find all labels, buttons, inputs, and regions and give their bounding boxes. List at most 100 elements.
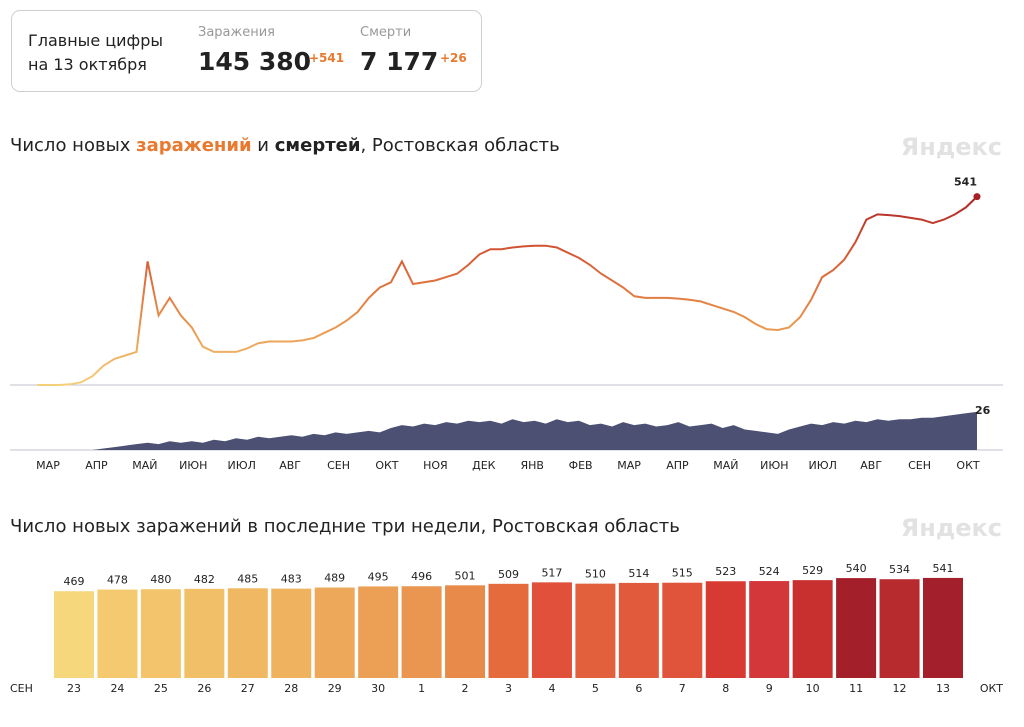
x-tick-label: АПР — [85, 459, 108, 472]
value-label: 496 — [411, 570, 432, 583]
x-tick-label: ДЕК — [472, 459, 496, 472]
cases-label: Заражения — [198, 25, 275, 40]
x-tick-label: ОКТ — [956, 459, 979, 472]
x-tick-label: 3 — [505, 682, 512, 695]
bar — [749, 581, 790, 678]
deaths-area — [37, 411, 977, 450]
edge-label: ОКТ — [980, 682, 1003, 695]
value-label: 510 — [585, 568, 606, 581]
cases-value: 145 380 — [198, 47, 312, 76]
value-label: 501 — [455, 569, 476, 582]
value-label: 478 — [107, 574, 128, 587]
x-tick-label: АВГ — [279, 459, 301, 472]
x-tick-label: 28 — [284, 682, 298, 695]
bar — [184, 588, 225, 678]
x-tick-label: ОКТ — [375, 459, 398, 472]
bar — [488, 583, 529, 678]
watermark: Яндекс — [900, 133, 1002, 161]
x-tick-label: 1 — [418, 682, 425, 695]
value-label: 495 — [368, 570, 389, 583]
bar — [792, 580, 833, 678]
x-tick-label: СЕН — [908, 459, 931, 472]
bar — [836, 578, 877, 678]
value-label: 482 — [194, 573, 215, 586]
x-tick-label: МАЙ — [713, 459, 738, 472]
x-tick-label: НОЯ — [423, 459, 448, 472]
summary-card: Главные цифры на 13 октября Заражения 14… — [11, 10, 482, 92]
x-tick-label: ИЮН — [179, 459, 207, 472]
value-label: 517 — [541, 566, 562, 579]
title-part: заражений — [136, 135, 252, 156]
bar — [314, 587, 355, 678]
x-tick-label: 25 — [154, 682, 168, 695]
value-label: 469 — [64, 575, 85, 588]
bar — [531, 582, 572, 678]
value-label: 485 — [237, 572, 258, 585]
watermark: Яндекс — [900, 514, 1002, 542]
bar — [575, 583, 616, 678]
bar — [445, 585, 486, 678]
value-label: 540 — [846, 562, 867, 575]
x-tick-label: 24 — [110, 682, 124, 695]
x-tick-label: МАЙ — [132, 459, 157, 472]
x-tick-label: СЕН — [327, 459, 350, 472]
value-label: 523 — [715, 565, 736, 578]
x-tick-label: 26 — [197, 682, 211, 695]
deaths-delta: +26 — [440, 51, 467, 65]
end-label: 541 — [954, 176, 977, 189]
value-label: 514 — [628, 567, 649, 580]
x-tick-label: 9 — [766, 682, 773, 695]
bar — [401, 586, 442, 678]
title-part: смертей — [274, 135, 361, 156]
end-dot — [973, 193, 981, 201]
value-label: 524 — [759, 565, 780, 578]
value-label: 483 — [281, 573, 302, 586]
bar — [705, 581, 746, 678]
chart-title: Число новых заражений и смертей, Ростовс… — [10, 135, 560, 156]
x-tick-label: ИЮЛ — [809, 459, 837, 472]
x-tick-label: 27 — [241, 682, 255, 695]
bar — [140, 589, 181, 678]
x-tick-label: 8 — [722, 682, 729, 695]
title-part: Число новых — [10, 135, 137, 156]
value-label: 529 — [802, 564, 823, 577]
cases-delta: +541 — [309, 51, 345, 65]
x-tick-label: ИЮЛ — [227, 459, 255, 472]
title-part: и — [251, 135, 275, 156]
value-label: 541 — [933, 562, 954, 575]
chart-title: Число новых заражений в последние три не… — [10, 516, 680, 537]
bar — [358, 586, 399, 678]
x-tick-label: 30 — [371, 682, 385, 695]
x-tick-label: АПР — [666, 459, 689, 472]
summary-title: на 13 октября — [28, 55, 147, 74]
value-label: 534 — [889, 563, 910, 576]
edge-label: СЕН — [10, 682, 33, 695]
x-tick-label: 11 — [849, 682, 863, 695]
deaths-value: 7 177 — [360, 47, 439, 76]
bar — [618, 582, 659, 678]
summary-title: Главные цифры — [28, 31, 163, 50]
deaths-label: Смерти — [360, 25, 412, 40]
x-tick-label: 12 — [893, 682, 907, 695]
bar — [54, 591, 94, 678]
x-tick-label: МАР — [36, 459, 60, 472]
x-tick-label: 23 — [67, 682, 81, 695]
x-tick-label: 2 — [462, 682, 469, 695]
value-label: 515 — [672, 567, 693, 580]
x-tick-label: 29 — [328, 682, 342, 695]
bar — [271, 588, 312, 678]
x-tick-label: 4 — [548, 682, 555, 695]
value-label: 489 — [324, 572, 345, 585]
bar — [662, 582, 703, 678]
bar — [923, 577, 963, 678]
end-label: 26 — [975, 404, 991, 417]
x-tick-label: ЯНВ — [520, 459, 543, 472]
x-tick-label: АВГ — [860, 459, 882, 472]
value-label: 509 — [498, 568, 519, 581]
x-tick-label: 10 — [806, 682, 820, 695]
x-tick-label: 7 — [679, 682, 686, 695]
bar — [227, 588, 268, 678]
bar — [879, 579, 920, 678]
